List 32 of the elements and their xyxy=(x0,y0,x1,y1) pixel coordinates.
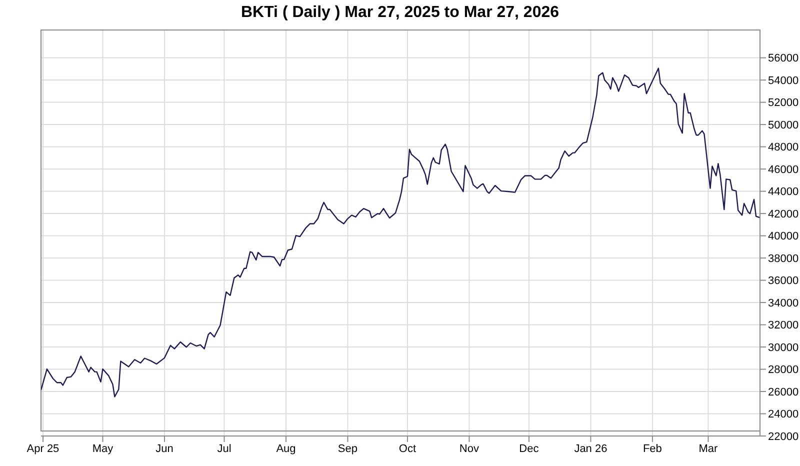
x-tick-label: May xyxy=(92,442,114,455)
y-tick-label: 38000 xyxy=(768,252,799,265)
x-tick-label: Mar xyxy=(698,442,718,455)
x-tick-label: Jan 26 xyxy=(574,442,608,455)
y-tick-label: 42000 xyxy=(768,208,799,220)
y-tick-label: 40000 xyxy=(768,230,799,243)
y-tick-label: 44000 xyxy=(768,186,799,198)
y-tick-label: 32000 xyxy=(768,320,799,332)
x-tick-label: Aug xyxy=(276,442,296,455)
x-tick-label: Apr 25 xyxy=(26,442,60,455)
x-tick-label: Jun xyxy=(156,442,174,455)
y-tick-label: 56000 xyxy=(768,52,799,65)
y-tick-label: 54000 xyxy=(768,74,799,87)
y-tick-label: 28000 xyxy=(768,364,799,376)
y-tick-label: 22000 xyxy=(768,430,799,443)
y-tick-label: 36000 xyxy=(768,275,799,288)
x-tick-label: Dec xyxy=(519,442,540,455)
y-tick-label: 46000 xyxy=(768,164,799,176)
y-tick-label: 48000 xyxy=(768,142,799,154)
x-tick-label: Nov xyxy=(459,442,480,455)
x-tick-label: Sep xyxy=(338,442,358,455)
y-tick-label: 34000 xyxy=(768,297,799,310)
y-tick-label: 24000 xyxy=(768,408,799,421)
x-tick-label: Oct xyxy=(398,442,416,455)
y-tick-label: 26000 xyxy=(768,386,799,398)
y-tick-label: 30000 xyxy=(768,342,799,354)
x-tick-label: Feb xyxy=(642,442,662,455)
line-series xyxy=(41,68,760,398)
y-tick-label: 50000 xyxy=(768,119,799,132)
y-tick-label: 52000 xyxy=(768,97,799,110)
chart-title: BKTi ( Daily ) Mar 27, 2025 to Mar 27, 2026 xyxy=(240,4,560,23)
x-tick-label: Jul xyxy=(217,442,232,455)
